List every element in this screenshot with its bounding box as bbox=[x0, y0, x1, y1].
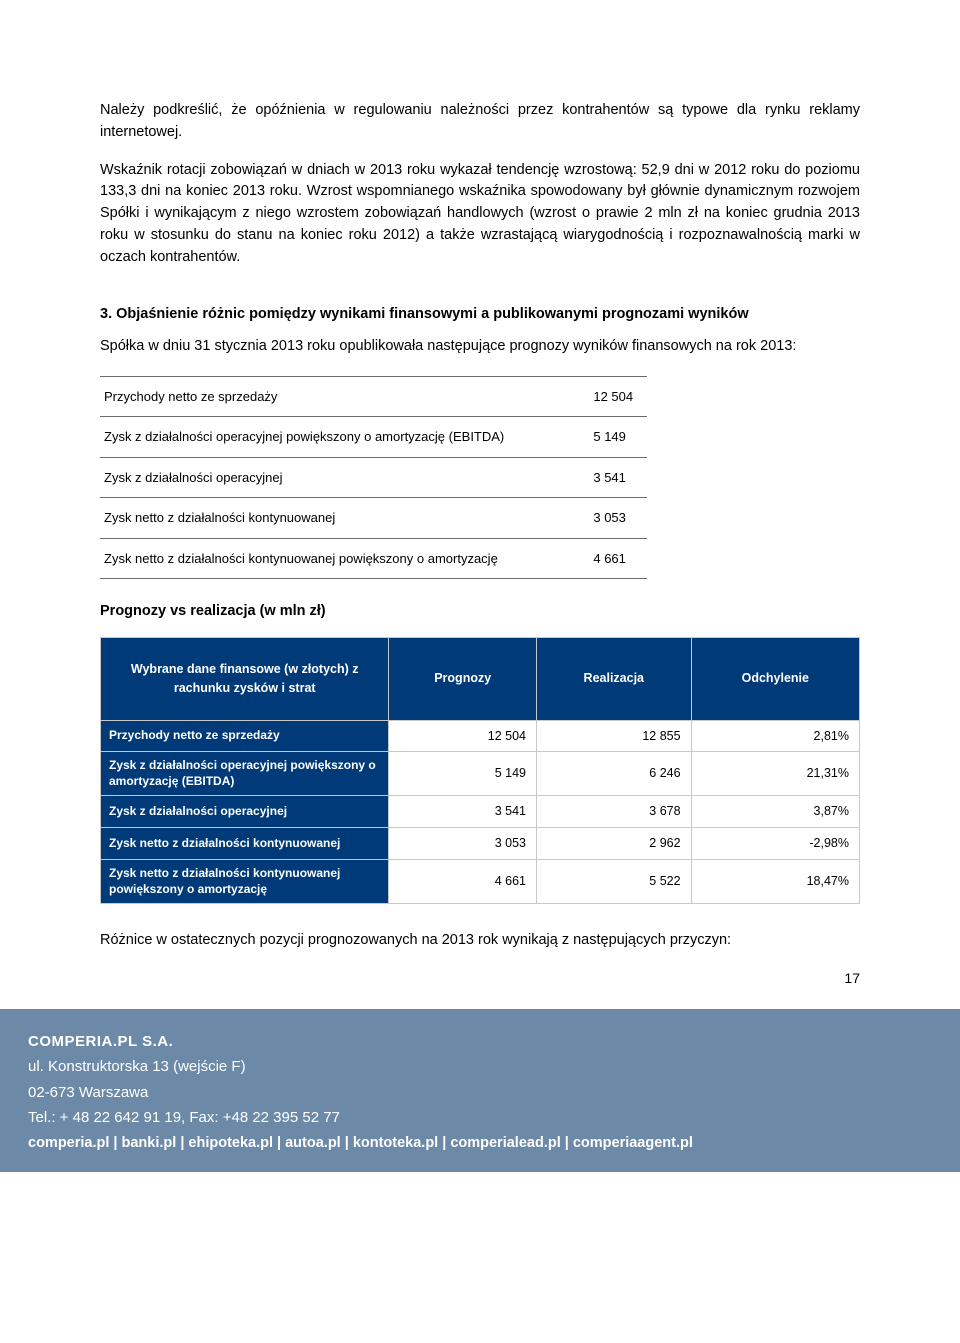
comp-odchylenie: -2,98% bbox=[691, 828, 859, 860]
table-row: Zysk z działalności operacyjnej powiększ… bbox=[101, 752, 860, 796]
forecast-value: 4 661 bbox=[579, 538, 647, 579]
comp-row-label: Zysk netto z działalności kontynuowanej … bbox=[101, 859, 389, 903]
comp-prognozy: 3 053 bbox=[389, 828, 537, 860]
footer-sites: comperia.pl | banki.pl | ehipoteka.pl | … bbox=[28, 1131, 932, 1156]
closing-paragraph: Różnice w ostatecznych pozycji prognozow… bbox=[100, 930, 860, 952]
page-footer: COMPERIA.PL S.A. ul. Konstruktorska 13 (… bbox=[0, 1009, 960, 1172]
forecast-label: Zysk netto z działalności kontynuowanej … bbox=[100, 538, 579, 579]
table-row: Zysk netto z działalności kontynuowanej … bbox=[101, 859, 860, 903]
footer-company: COMPERIA.PL S.A. bbox=[28, 1029, 932, 1055]
comp-header-realizacja: Realizacja bbox=[536, 638, 691, 721]
forecast-label: Zysk z działalności operacyjnej powiększ… bbox=[100, 417, 579, 458]
table-row: Zysk z działalności operacyjnej 3 541 bbox=[100, 457, 647, 498]
forecast-label: Przychody netto ze sprzedaży bbox=[100, 376, 579, 417]
comparison-subtitle: Prognozy vs realizacja (w mln zł) bbox=[100, 601, 860, 623]
comp-odchylenie: 2,81% bbox=[691, 720, 859, 752]
comp-realizacja: 5 522 bbox=[536, 859, 691, 903]
table-row: Zysk netto z działalności kontynuowanej … bbox=[100, 538, 647, 579]
section-intro: Spółka w dniu 31 stycznia 2013 roku opub… bbox=[100, 336, 860, 358]
table-row: Zysk z działalności operacyjnej powiększ… bbox=[100, 417, 647, 458]
table-row: Przychody netto ze sprzedaży 12 504 bbox=[100, 376, 647, 417]
comp-odchylenie: 18,47% bbox=[691, 859, 859, 903]
comp-row-label: Zysk z działalności operacyjnej bbox=[101, 796, 389, 828]
table-row: Przychody netto ze sprzedaży 12 504 12 8… bbox=[101, 720, 860, 752]
forecast-value: 3 053 bbox=[579, 498, 647, 539]
comp-prognozy: 3 541 bbox=[389, 796, 537, 828]
table-row: Zysk netto z działalności kontynuowanej … bbox=[100, 498, 647, 539]
section-heading: 3. Objaśnienie różnic pomiędzy wynikami … bbox=[100, 304, 860, 326]
comp-realizacja: 12 855 bbox=[536, 720, 691, 752]
forecast-value: 3 541 bbox=[579, 457, 647, 498]
forecast-value: 12 504 bbox=[579, 376, 647, 417]
comp-header-label: Wybrane dane finansowe (w złotych) z rac… bbox=[101, 638, 389, 721]
comparison-table: Wybrane dane finansowe (w złotych) z rac… bbox=[100, 637, 860, 904]
comp-realizacja: 3 678 bbox=[536, 796, 691, 828]
forecast-table: Przychody netto ze sprzedaży 12 504 Zysk… bbox=[100, 376, 647, 580]
page-number: 17 bbox=[100, 968, 860, 989]
comp-prognozy: 12 504 bbox=[389, 720, 537, 752]
table-row: Zysk netto z działalności kontynuowanej … bbox=[101, 828, 860, 860]
forecast-label: Zysk netto z działalności kontynuowanej bbox=[100, 498, 579, 539]
footer-contact: Tel.: + 48 22 642 91 19, Fax: +48 22 395… bbox=[28, 1105, 932, 1131]
footer-address-line-2: 02-673 Warszawa bbox=[28, 1080, 932, 1106]
forecast-label: Zysk z działalności operacyjnej bbox=[100, 457, 579, 498]
comp-prognozy: 4 661 bbox=[389, 859, 537, 903]
comp-row-label: Zysk netto z działalności kontynuowanej bbox=[101, 828, 389, 860]
comp-odchylenie: 3,87% bbox=[691, 796, 859, 828]
comp-header-odchylenie: Odchylenie bbox=[691, 638, 859, 721]
table-row: Zysk z działalności operacyjnej 3 541 3 … bbox=[101, 796, 860, 828]
footer-address-line-1: ul. Konstruktorska 13 (wejście F) bbox=[28, 1054, 932, 1080]
paragraph-1: Należy podkreślić, że opóźnienia w regul… bbox=[100, 100, 860, 144]
comp-row-label: Zysk z działalności operacyjnej powiększ… bbox=[101, 752, 389, 796]
comp-odchylenie: 21,31% bbox=[691, 752, 859, 796]
comp-realizacja: 6 246 bbox=[536, 752, 691, 796]
comp-realizacja: 2 962 bbox=[536, 828, 691, 860]
comp-header-prognozy: Prognozy bbox=[389, 638, 537, 721]
comp-row-label: Przychody netto ze sprzedaży bbox=[101, 720, 389, 752]
comp-prognozy: 5 149 bbox=[389, 752, 537, 796]
forecast-value: 5 149 bbox=[579, 417, 647, 458]
paragraph-2: Wskaźnik rotacji zobowiązań w dniach w 2… bbox=[100, 160, 860, 269]
